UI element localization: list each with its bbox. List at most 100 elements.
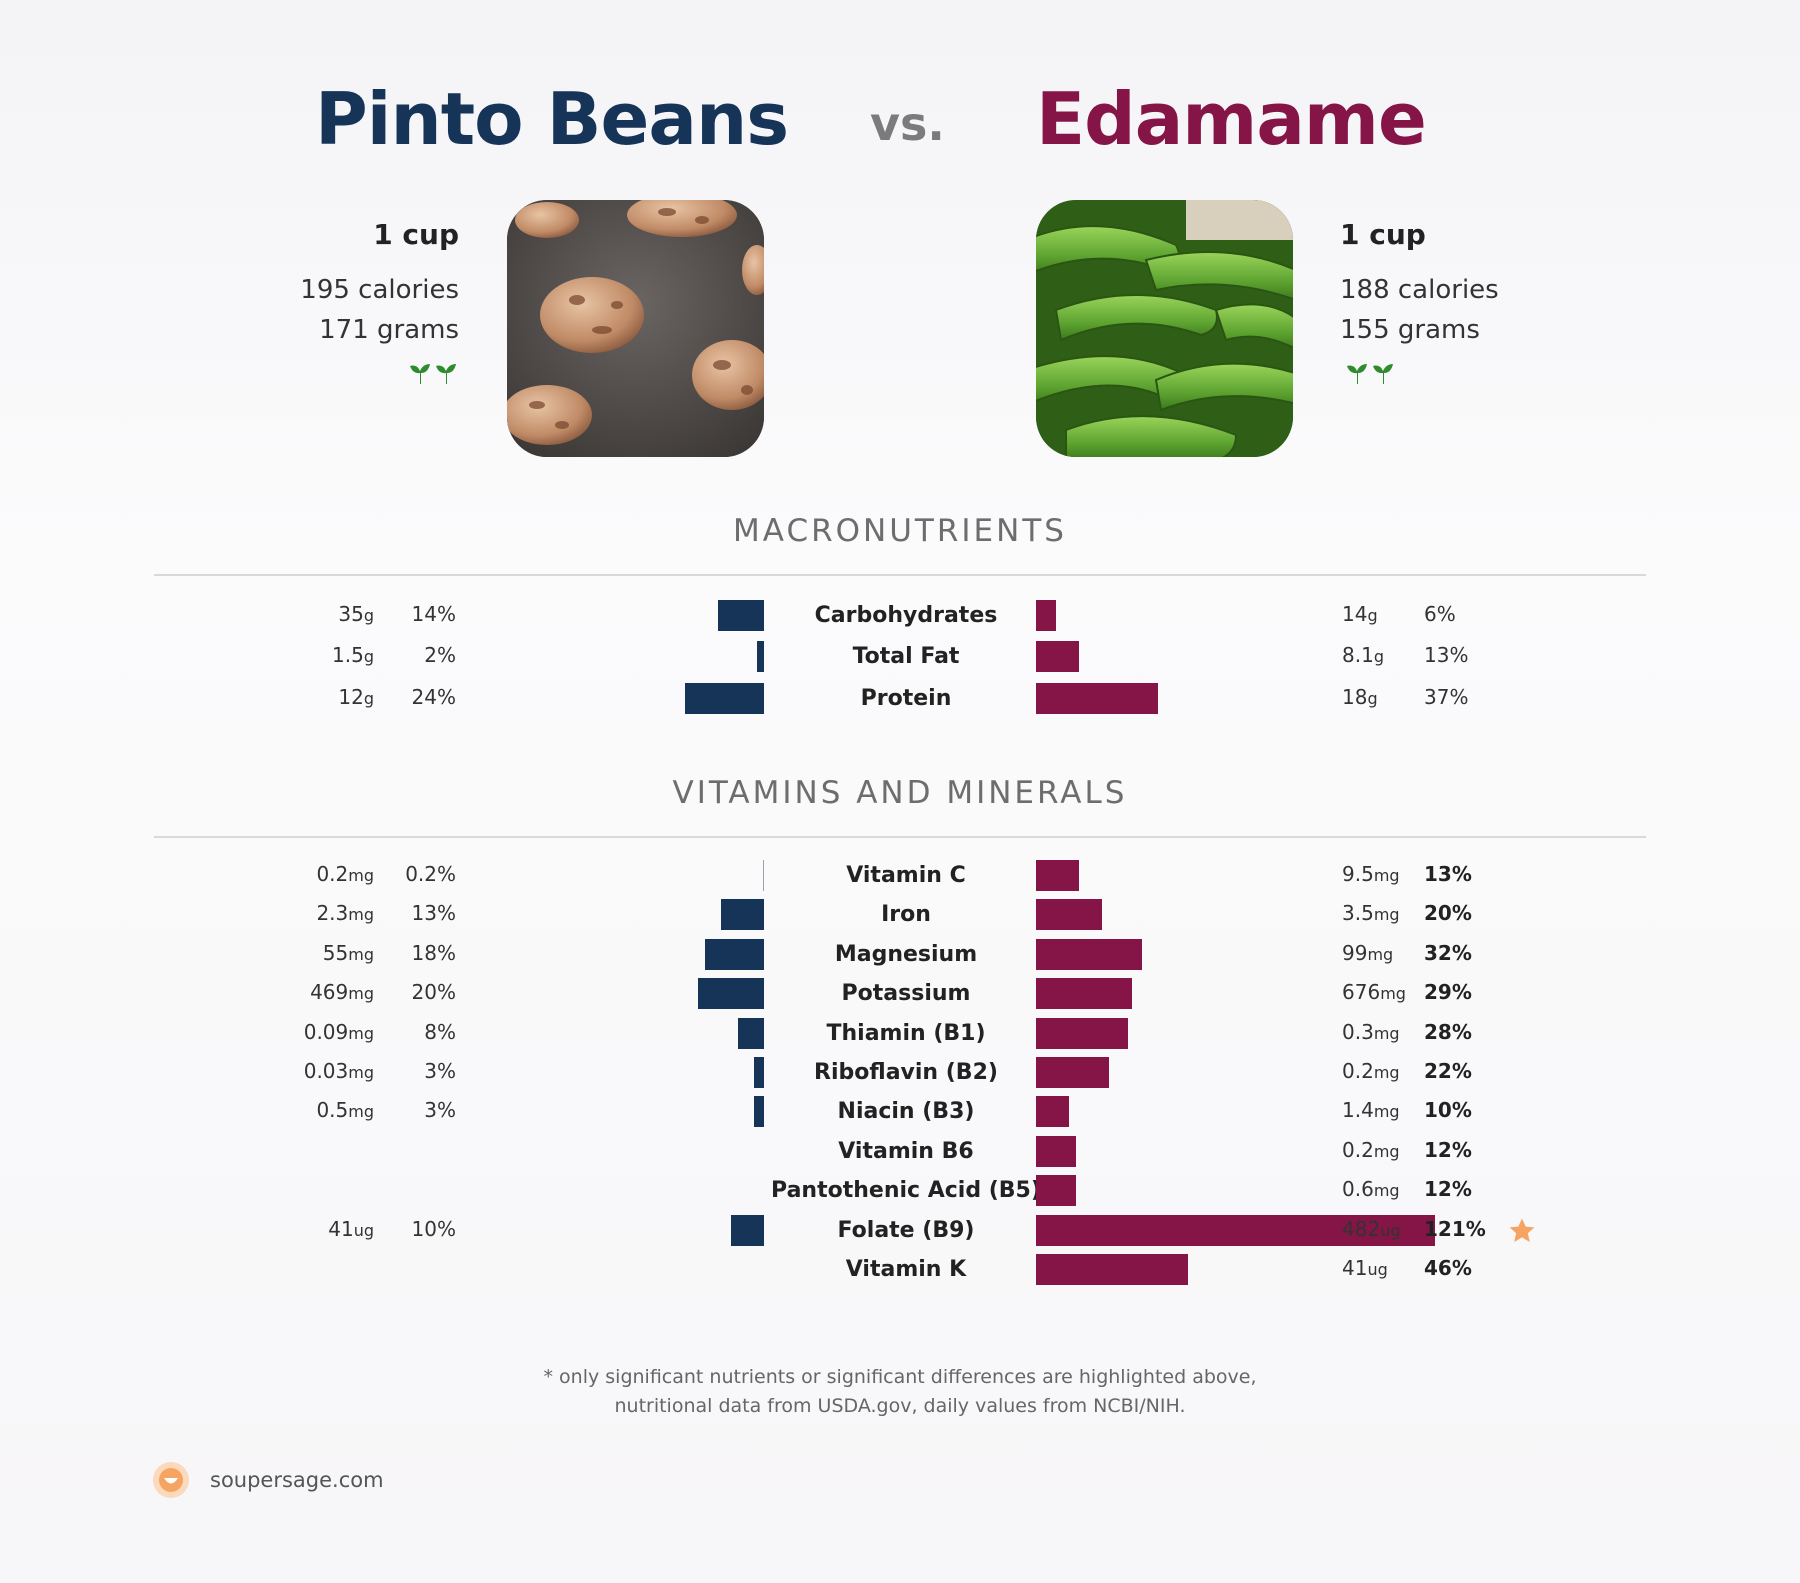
right-amount-value: 99 (1342, 941, 1368, 965)
left-bar-total-fat (757, 641, 764, 672)
right-amount-value: 0.2 (1342, 1138, 1374, 1162)
right-percent-vitamin-k: 46% (1424, 1256, 1472, 1280)
nutrient-label-niacin-b3: Niacin (B3) (837, 1099, 975, 1124)
left-percent-carbohydrates: 14% (411, 602, 456, 626)
right-amount-unit: mg (1373, 905, 1400, 924)
nutrient-label-thiamin-b1: Thiamin (B1) (826, 1021, 986, 1046)
left-amount-value: 55 (322, 941, 349, 965)
right-amount-unit: mg (1373, 1063, 1400, 1082)
left-amount-unit: mg (348, 945, 374, 964)
right-amount-value: 8.1 (1342, 643, 1374, 667)
right-amount-riboflavin-b2: 0.2mg (1342, 1057, 1400, 1087)
right-percent-pantothenic-acid-b5: 12% (1424, 1177, 1472, 1201)
right-percent-vitamin-c: 13% (1424, 862, 1472, 886)
right-amount-unit: ug (1367, 1260, 1388, 1279)
right-amount-value: 3.5 (1342, 901, 1374, 925)
footnote-line-2: nutritional data from USDA.gov, daily va… (614, 1395, 1186, 1417)
left-percent-protein: 24% (411, 685, 456, 709)
left-bar-folate-b9 (731, 1215, 764, 1246)
soupersage-logo-icon (152, 1461, 190, 1499)
left-percent-riboflavin-b2: 3% (424, 1059, 456, 1083)
left-bar-protein (684, 683, 764, 714)
left-serving: 1 cup (373, 218, 459, 251)
right-amount-value: 0.6 (1342, 1177, 1374, 1201)
right-amount-value: 0.2 (1342, 1059, 1374, 1083)
right-percent-iron: 20% (1424, 901, 1472, 925)
left-amount-unit: g (363, 689, 374, 708)
left-amount-carbohydrates: 35g (180, 600, 374, 630)
right-bar-total-fat (1036, 641, 1079, 672)
pinto-beans-photo (507, 200, 764, 457)
left-amount-value: 12 (338, 685, 364, 709)
left-amount-value: 41 (328, 1217, 354, 1241)
right-amount-value: 14 (1342, 602, 1368, 626)
right-amount-unit: g (1367, 606, 1378, 625)
right-amount-unit: mg (1367, 945, 1394, 964)
right-percent-niacin-b3: 10% (1424, 1098, 1472, 1122)
left-amount-riboflavin-b2: 0.03mg (180, 1057, 374, 1087)
left-amount-value: 1.5 (332, 643, 364, 667)
left-bar-niacin-b3 (754, 1096, 764, 1127)
left-amount-value: 469 (310, 980, 349, 1004)
right-grams: 155 grams (1340, 315, 1480, 345)
left-amount-unit: g (363, 606, 374, 625)
brand-link[interactable]: soupersage.com (210, 1468, 384, 1492)
left-amount-value: 0.2 (316, 862, 349, 886)
macronutrients-title: MACRONUTRIENTS (733, 513, 1067, 549)
right-amount-unit: g (1367, 689, 1378, 708)
left-percent-magnesium: 18% (411, 941, 456, 965)
left-amount-unit: mg (348, 984, 374, 1003)
left-amount-unit: mg (348, 1024, 374, 1043)
vitamins-minerals-title: VITAMINS AND MINERALS (672, 775, 1128, 811)
left-amount-value: 0.03 (303, 1059, 349, 1083)
right-amount-vitamin-k: 41ug (1342, 1254, 1388, 1284)
right-bar-riboflavin-b2 (1036, 1057, 1109, 1088)
plant-leaf-icon (1346, 360, 1396, 386)
right-bar-carbohydrates (1036, 600, 1056, 631)
right-bar-vitamin-k (1036, 1254, 1188, 1285)
right-bar-niacin-b3 (1036, 1096, 1069, 1127)
right-bar-iron (1036, 899, 1102, 930)
left-bar-thiamin-b1 (737, 1018, 764, 1049)
right-bar-folate-b9 (1036, 1215, 1436, 1246)
vitamins-minerals-divider (154, 836, 1646, 838)
left-amount-folate-b9: 41ug (180, 1215, 374, 1245)
nutrient-label-pantothenic-acid-b5: Pantothenic Acid (B5) (771, 1178, 1041, 1203)
right-bar-potassium (1036, 978, 1132, 1009)
right-percent-protein: 37% (1424, 685, 1469, 709)
nutrient-label-potassium: Potassium (841, 981, 971, 1006)
right-bar-pantothenic-acid-b5 (1036, 1175, 1076, 1206)
right-amount-value: 18 (1342, 685, 1368, 709)
right-bar-protein (1036, 683, 1159, 714)
right-serving: 1 cup (1340, 218, 1426, 251)
left-bar-magnesium (704, 939, 764, 970)
star-icon (1508, 1217, 1536, 1245)
left-amount-unit: g (363, 647, 374, 666)
right-bar-vitamin-c (1036, 860, 1079, 891)
left-bar-potassium (698, 978, 764, 1009)
left-percent-vitamin-c: 0.2% (405, 862, 456, 886)
right-percent-carbohydrates: 6% (1424, 602, 1456, 626)
left-bar-carbohydrates (717, 600, 764, 631)
left-percent-potassium: 20% (411, 980, 456, 1004)
right-percent-total-fat: 13% (1424, 643, 1469, 667)
right-percent-riboflavin-b2: 22% (1424, 1059, 1472, 1083)
right-amount-niacin-b3: 1.4mg (1342, 1096, 1400, 1126)
nutrient-label-vitamin-k: Vitamin K (845, 1257, 967, 1282)
nutrient-label-folate-b9: Folate (B9) (837, 1218, 975, 1243)
right-amount-value: 676 (1342, 980, 1381, 1004)
left-percent-folate-b9: 10% (411, 1217, 456, 1241)
left-amount-protein: 12g (180, 683, 374, 713)
right-amount-pantothenic-acid-b5: 0.6mg (1342, 1175, 1400, 1205)
right-bar-vitamin-b6 (1036, 1136, 1076, 1167)
nutrient-label-magnesium: Magnesium (834, 942, 978, 967)
vs-label: vs. (870, 97, 945, 151)
right-percent-magnesium: 32% (1424, 941, 1472, 965)
nutrient-label-riboflavin-b2: Riboflavin (B2) (814, 1060, 998, 1085)
left-percent-thiamin-b1: 8% (424, 1020, 456, 1044)
right-amount-unit: mg (1373, 1102, 1400, 1121)
left-amount-unit: mg (348, 866, 374, 885)
right-amount-folate-b9: 482ug (1342, 1215, 1400, 1245)
left-food-title: Pinto Beans (315, 77, 789, 161)
macronutrients-divider (154, 574, 1646, 576)
